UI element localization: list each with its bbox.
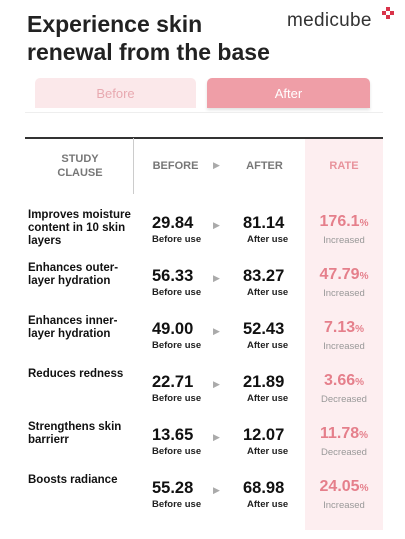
- header-after: AFTER: [246, 160, 283, 172]
- rate-column-bg: [305, 138, 383, 530]
- after-note: After use: [247, 446, 289, 457]
- rate-value: 11.78: [319, 425, 360, 442]
- rate: 24.05%: [305, 478, 383, 496]
- before-value: 13.65: [152, 426, 194, 444]
- rate: 7.13%: [305, 319, 383, 337]
- after-note: After use: [247, 340, 289, 351]
- title-line: Experience skin: [27, 11, 203, 37]
- title-line: renewal from the base: [27, 39, 270, 65]
- clause: Strengthens skin barrierr: [28, 421, 122, 446]
- header-rate: RATE: [329, 160, 359, 172]
- after-value: 52.43: [243, 320, 285, 338]
- rate: 11.78%: [305, 425, 383, 443]
- arrow: ▶: [213, 220, 220, 230]
- arrow: ▶: [213, 326, 220, 336]
- rate-unit: %: [359, 483, 369, 494]
- arrow: ▶: [213, 432, 220, 442]
- status: Decreased: [321, 394, 367, 405]
- status: Increased: [323, 341, 365, 352]
- arrow: ▶: [213, 273, 220, 283]
- rate-value: 47.79: [319, 266, 360, 283]
- rate-unit: %: [359, 430, 369, 441]
- after-note: After use: [247, 393, 289, 404]
- after-value: 12.07: [243, 426, 285, 444]
- rate: 3.66%: [305, 372, 383, 390]
- before-value: 55.28: [152, 479, 194, 497]
- before-note: Before use: [152, 393, 202, 404]
- clause: Enhances inner-layer hydration: [28, 315, 118, 340]
- clause: Reduces redness: [28, 368, 124, 380]
- before-note: Before use: [152, 287, 202, 298]
- before-note: Before use: [152, 446, 202, 457]
- clause: Boosts radiance: [28, 474, 118, 486]
- arrow: ▶: [213, 160, 220, 170]
- after-value: 83.27: [243, 267, 285, 285]
- divider: [25, 112, 383, 113]
- before-value: 56.33: [152, 267, 194, 285]
- after-value: 68.98: [243, 479, 285, 497]
- arrow: ▶: [213, 485, 220, 495]
- clause: Enhances outer-layer hydration: [28, 262, 119, 287]
- status: Increased: [323, 500, 365, 511]
- rate-value: 7.13: [323, 319, 356, 336]
- status: Increased: [323, 288, 365, 299]
- tab-before[interactable]: Before: [35, 78, 196, 108]
- after-note: After use: [247, 287, 289, 298]
- logo: medicube: [287, 10, 372, 31]
- after-value: 81.14: [243, 214, 285, 232]
- before-note: Before use: [152, 340, 202, 351]
- arrow: ▶: [213, 379, 220, 389]
- rate: 176.1%: [305, 213, 383, 231]
- table-rule: [25, 137, 383, 139]
- rate-unit: %: [359, 218, 369, 229]
- header-clause: STUDY CLAUSE: [57, 153, 103, 179]
- rate-value: 176.1: [319, 213, 360, 230]
- title: Experience skin renewal from the base: [27, 10, 270, 66]
- before-value: 22.71: [152, 373, 194, 391]
- status: Decreased: [321, 447, 367, 458]
- before-value: 29.84: [152, 214, 194, 232]
- rate-unit: %: [355, 324, 365, 335]
- rate-unit: %: [359, 271, 369, 282]
- tab-after[interactable]: After: [207, 78, 370, 108]
- before-note: Before use: [152, 499, 202, 510]
- before-note: Before use: [152, 234, 202, 245]
- clause: Improves moisture content in 10 skin lay…: [28, 209, 131, 247]
- column-divider: [133, 138, 134, 194]
- after-note: After use: [247, 499, 289, 510]
- after-note: After use: [247, 234, 289, 245]
- rate: 47.79%: [305, 266, 383, 284]
- rate-value: 24.05: [319, 478, 360, 495]
- logo-icon: [382, 7, 394, 19]
- rate-value: 3.66: [323, 372, 356, 389]
- before-value: 49.00: [152, 320, 194, 338]
- header-before: BEFORE: [152, 160, 199, 172]
- status: Increased: [323, 235, 365, 246]
- after-value: 21.89: [243, 373, 285, 391]
- rate-unit: %: [355, 377, 365, 388]
